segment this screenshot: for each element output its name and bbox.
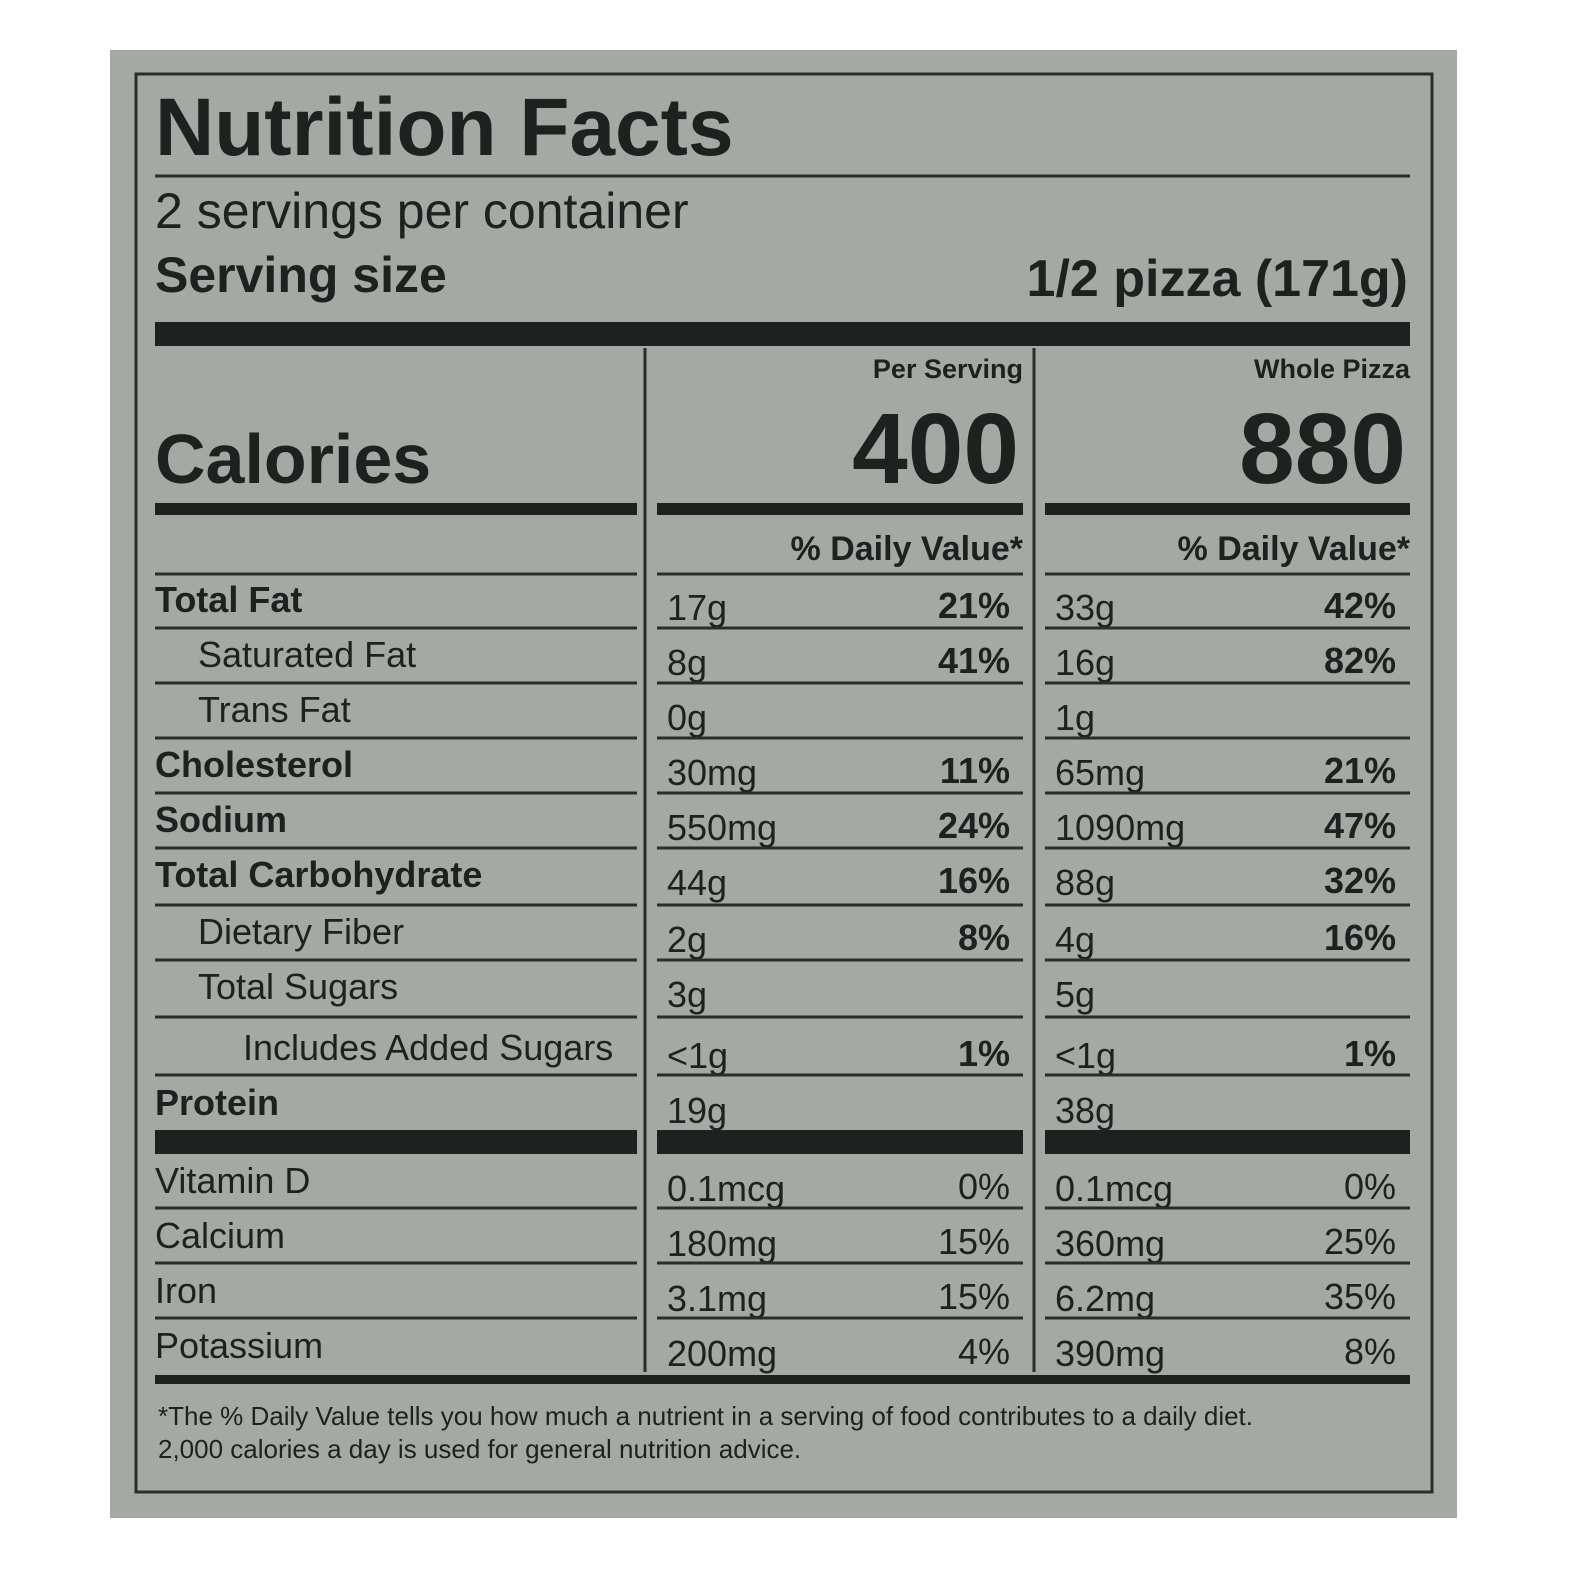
amount: 4g <box>1055 919 1095 960</box>
amount: 17g <box>667 587 727 628</box>
amount: 550mg <box>667 807 777 848</box>
nutrient-label: Cholesterol <box>155 744 353 785</box>
amount: 8g <box>667 642 707 683</box>
daily-value: 8% <box>958 917 1010 958</box>
bottom-bar <box>155 1375 1410 1384</box>
daily-value: 0% <box>958 1166 1010 1207</box>
amount: 180mg <box>667 1223 777 1264</box>
daily-value: 11% <box>940 750 1010 791</box>
bar <box>155 1130 637 1154</box>
serving-size: 1/2 pizza (171g) <box>1027 250 1408 308</box>
daily-value: 35% <box>1324 1276 1396 1317</box>
amount: 5g <box>1055 974 1095 1015</box>
daily-value: 15% <box>938 1221 1010 1262</box>
amount: 1g <box>1055 697 1095 738</box>
daily-value: 16% <box>938 860 1010 901</box>
calories-value: 880 <box>1239 393 1406 505</box>
calories-label: Calories <box>155 420 431 498</box>
amount: <1g <box>667 1035 728 1076</box>
daily-value-header: % Daily Value* <box>791 530 1024 568</box>
daily-value: 41% <box>938 640 1010 681</box>
bar <box>1045 503 1410 515</box>
daily-value: 21% <box>938 585 1010 626</box>
nutrient-label: Iron <box>155 1270 217 1311</box>
amount: 3.1mg <box>667 1278 767 1319</box>
daily-value: 1% <box>1344 1033 1396 1074</box>
nutrient-label: Protein <box>155 1082 279 1123</box>
footnote: *The % Daily Value tells you how much a … <box>158 1401 1253 1431</box>
daily-value: 82% <box>1324 640 1396 681</box>
amount: 33g <box>1055 587 1115 628</box>
nutrient-label: Total Fat <box>155 579 302 620</box>
amount: 1090mg <box>1055 807 1185 848</box>
amount: 3g <box>667 974 707 1015</box>
daily-value: 1% <box>958 1033 1010 1074</box>
amount: 360mg <box>1055 1223 1165 1264</box>
nutrient-label: Trans Fat <box>198 689 351 730</box>
amount: 19g <box>667 1090 727 1131</box>
daily-value: 4% <box>958 1331 1010 1372</box>
daily-value: 25% <box>1324 1221 1396 1262</box>
title: Nutrition Facts <box>155 82 734 173</box>
nutrient-label: Includes Added Sugars <box>243 1027 613 1068</box>
amount: <1g <box>1055 1035 1116 1076</box>
nutrient-label: Dietary Fiber <box>198 911 404 952</box>
daily-value: 47% <box>1324 805 1396 846</box>
daily-value: 32% <box>1324 860 1396 901</box>
serving-size-label: Serving size <box>155 247 447 303</box>
panel <box>110 50 1457 1518</box>
nutrient-label: Sodium <box>155 799 287 840</box>
daily-value: 42% <box>1324 585 1396 626</box>
daily-value: 24% <box>938 805 1010 846</box>
amount: 65mg <box>1055 752 1145 793</box>
servings: 2 servings per container <box>155 183 689 239</box>
nutrient-label: Potassium <box>155 1325 323 1366</box>
daily-value-header: % Daily Value* <box>1178 530 1411 568</box>
nutrient-label: Total Sugars <box>198 966 398 1007</box>
daily-value: 8% <box>1344 1331 1396 1372</box>
amount: 200mg <box>667 1333 777 1374</box>
amount: 44g <box>667 862 727 903</box>
column-header: Whole Pizza <box>1254 354 1411 384</box>
amount: 6.2mg <box>1055 1278 1155 1319</box>
daily-value: 0% <box>1344 1166 1396 1207</box>
footnote: 2,000 calories a day is used for general… <box>158 1434 801 1464</box>
daily-value: 16% <box>1324 917 1396 958</box>
nutrient-label: Total Carbohydrate <box>155 854 482 895</box>
bar <box>155 503 637 515</box>
column-header: Per Serving <box>873 354 1023 384</box>
bar <box>1045 1130 1410 1154</box>
amount: 0g <box>667 697 707 738</box>
amount: 390mg <box>1055 1333 1165 1374</box>
bar <box>657 1130 1023 1154</box>
daily-value: 21% <box>1324 750 1396 791</box>
amount: 0.1mcg <box>667 1168 785 1209</box>
amount: 16g <box>1055 642 1115 683</box>
amount: 2g <box>667 919 707 960</box>
amount: 30mg <box>667 752 757 793</box>
bar <box>657 503 1023 515</box>
amount: 88g <box>1055 862 1115 903</box>
amount: 0.1mcg <box>1055 1168 1173 1209</box>
daily-value: 15% <box>938 1276 1010 1317</box>
border <box>134 72 1434 1494</box>
nutrient-label: Vitamin D <box>155 1160 310 1201</box>
amount: 38g <box>1055 1090 1115 1131</box>
thick-bar <box>155 322 1410 346</box>
calories-value: 400 <box>852 393 1019 505</box>
nutrient-label: Saturated Fat <box>198 634 416 675</box>
nutrient-label: Calcium <box>155 1215 285 1256</box>
